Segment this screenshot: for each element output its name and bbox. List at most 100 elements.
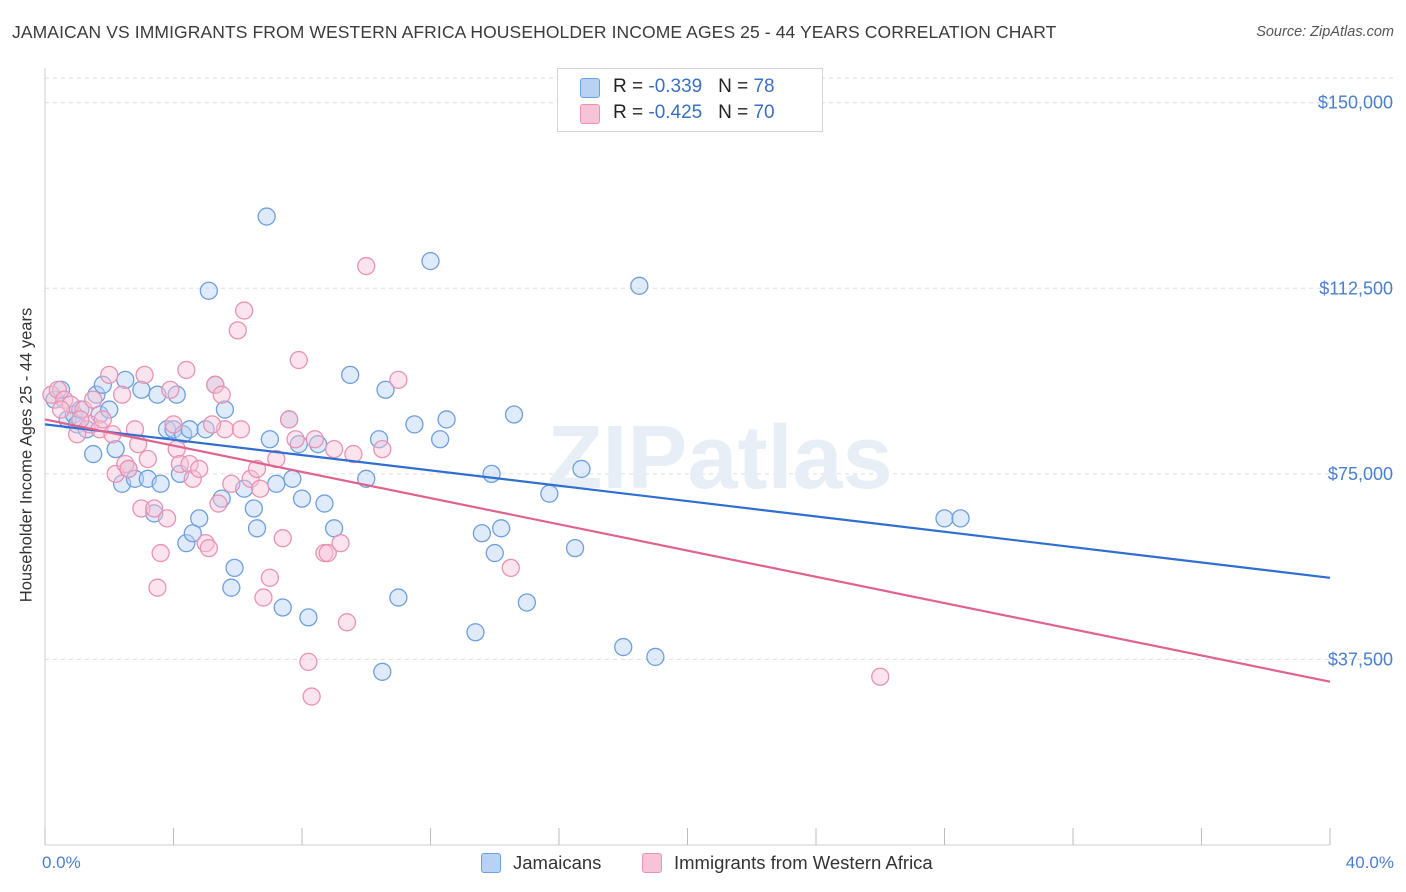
y-tick-labels: $37,500 $75,000 $112,500 $150,000 — [1318, 93, 1393, 670]
point-immigrants — [196, 533, 215, 553]
point-immigrants — [177, 360, 196, 380]
x-tick-min: 0.0% — [42, 853, 81, 872]
point-jamaicans — [405, 415, 424, 434]
point-immigrants — [331, 533, 350, 553]
point-immigrants — [337, 613, 357, 632]
trend-layer — [44, 418, 1331, 683]
point-immigrants — [212, 385, 231, 404]
legend-n-value: 70 — [753, 102, 775, 123]
points-layer — [42, 207, 970, 706]
point-immigrants — [302, 687, 321, 706]
point-jamaicans — [341, 365, 360, 385]
point-jamaicans — [273, 598, 292, 617]
grid-layer — [45, 77, 1395, 660]
point-jamaicans — [260, 430, 280, 449]
point-immigrants — [157, 509, 177, 528]
point-immigrants — [344, 444, 363, 464]
point-immigrants — [251, 479, 270, 498]
axis-layer — [44, 68, 1331, 846]
y-tick-label: $75,000 — [1328, 464, 1393, 484]
point-jamaicans — [492, 519, 511, 538]
trend-line-immigrants — [44, 418, 1331, 683]
point-jamaicans — [935, 509, 954, 528]
point-jamaicans — [472, 524, 492, 543]
point-immigrants — [84, 390, 103, 409]
point-immigrants — [222, 474, 241, 493]
point-jamaicans — [482, 464, 501, 484]
point-immigrants — [112, 385, 132, 404]
correlation-legend: R = -0.339 N = 78 R = -0.425 N = 70 — [557, 68, 823, 132]
point-immigrants — [202, 415, 222, 434]
point-immigrants — [389, 370, 408, 390]
point-jamaicans — [646, 647, 665, 667]
point-immigrants — [357, 256, 376, 276]
point-immigrants — [373, 439, 392, 459]
point-jamaicans — [177, 533, 196, 553]
point-jamaicans — [430, 430, 450, 449]
point-jamaicans — [292, 489, 312, 508]
point-immigrants — [93, 410, 112, 429]
point-jamaicans — [504, 405, 524, 424]
series-label-immigrants: Immigrants from Western Africa — [674, 852, 933, 873]
point-jamaicans — [299, 608, 318, 627]
legend-swatch-jamaicans — [580, 78, 600, 98]
point-jamaicans — [283, 469, 302, 488]
trend-line-jamaicans — [44, 423, 1331, 579]
point-jamaicans — [244, 499, 263, 518]
point-jamaicans — [215, 400, 235, 419]
point-immigrants — [183, 469, 202, 488]
point-immigrants — [135, 365, 154, 385]
point-jamaicans — [421, 251, 440, 271]
series-swatch-immigrants — [642, 853, 662, 873]
point-jamaicans — [614, 637, 633, 657]
point-jamaicans — [247, 519, 267, 538]
point-immigrants — [151, 543, 170, 563]
legend-r-label: R = — [613, 76, 649, 97]
chart-title: JAMAICAN VS IMMIGRANTS FROM WESTERN AFRI… — [12, 22, 1057, 42]
point-jamaicans — [93, 375, 112, 394]
point-jamaicans — [951, 509, 970, 528]
point-jamaicans — [540, 484, 559, 503]
point-immigrants — [209, 494, 228, 513]
point-immigrants — [228, 321, 247, 340]
point-jamaicans — [116, 370, 135, 390]
point-immigrants — [116, 454, 135, 474]
legend-r-label: R = — [613, 102, 649, 123]
point-jamaicans — [106, 439, 125, 459]
point-jamaicans — [389, 588, 408, 607]
point-immigrants — [167, 439, 186, 459]
point-immigrants — [241, 469, 260, 488]
point-jamaicans — [225, 558, 244, 578]
point-jamaicans — [485, 543, 504, 563]
point-immigrants — [501, 558, 520, 578]
point-jamaicans — [87, 385, 106, 404]
point-immigrants — [299, 652, 318, 672]
point-immigrants — [145, 499, 164, 518]
point-jamaicans — [369, 430, 389, 449]
point-jamaicans — [151, 474, 170, 493]
y-tick-label: $112,500 — [1319, 278, 1393, 298]
point-jamaicans — [376, 380, 395, 399]
point-jamaicans — [373, 662, 392, 681]
legend-r-value: -0.425 — [648, 102, 703, 123]
point-jamaicans — [267, 474, 286, 493]
series-legend: Jamaicans Immigrants from Western Africa — [0, 851, 1406, 879]
point-jamaicans — [125, 469, 145, 488]
point-jamaicans — [466, 623, 485, 642]
point-jamaicans — [132, 380, 151, 399]
y-tick-label: $37,500 — [1328, 649, 1393, 669]
y-tick-label: $150,000 — [1318, 93, 1393, 113]
point-immigrants — [170, 454, 190, 474]
point-immigrants — [231, 420, 251, 439]
point-immigrants — [305, 430, 325, 449]
point-jamaicans — [180, 420, 199, 439]
point-immigrants — [289, 350, 308, 370]
legend-n-value: 78 — [753, 76, 775, 97]
point-immigrants — [286, 430, 305, 449]
point-jamaicans — [437, 410, 456, 429]
point-immigrants — [190, 459, 209, 479]
point-jamaicans — [84, 444, 103, 464]
point-immigrants — [871, 667, 890, 686]
point-immigrants — [119, 459, 138, 479]
